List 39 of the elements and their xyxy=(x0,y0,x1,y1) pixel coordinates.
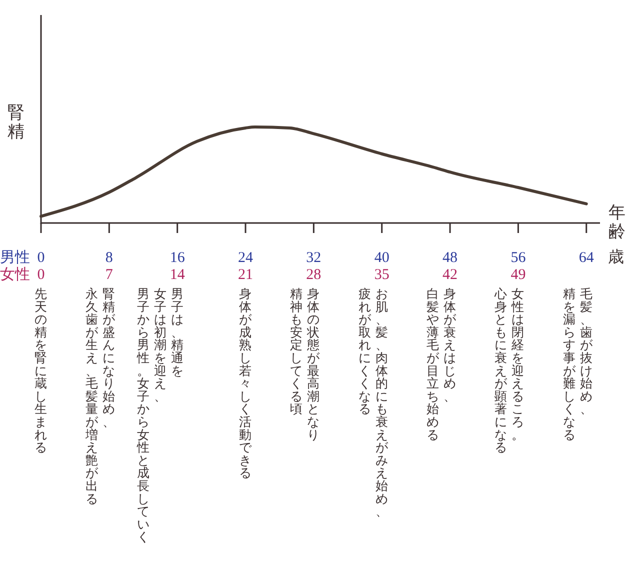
x2-tick-label: 28 xyxy=(306,267,322,283)
text: 男子から男性。女子から女性と成長していく xyxy=(136,287,150,544)
text: 先天の精を腎に蔵し生まれる xyxy=(34,287,48,455)
x2-tick-label: 0 xyxy=(37,267,45,283)
x-tick-label: 48 xyxy=(442,250,458,266)
text: 腎精が盛んになり始め、 xyxy=(102,287,116,429)
y-axis-title: 腎精 xyxy=(8,103,24,141)
text: 身体が衰えはじめ、 xyxy=(444,287,457,404)
x2-tick-label: 7 xyxy=(105,267,114,283)
x2-tick-label: 49 xyxy=(510,267,526,283)
text: 疲れが取れにくくなる xyxy=(358,287,372,416)
text: 女子は初潮を迎え、 xyxy=(154,287,167,404)
x-tick-label: 8 xyxy=(105,250,113,266)
text: 精神も安定してくる頃 xyxy=(290,287,304,416)
text: 女性は閉経を迎えるころ。 xyxy=(512,287,525,442)
text: 心身ともに衰えが顕著になる xyxy=(494,287,508,455)
text: 歳 xyxy=(608,248,624,266)
text: 精を漏らす事が難しくなる xyxy=(562,287,576,442)
x2-tick-label: 14 xyxy=(170,267,186,283)
x-tick-label: 0 xyxy=(37,250,45,266)
text: 毛髪、歯が抜け始め、 xyxy=(580,287,593,416)
text: お肌、髪、肉体的にも衰えがみえ始め、 xyxy=(375,287,388,519)
text: 男子は、精通を xyxy=(170,287,184,378)
text: 身体の状態が最高潮となり xyxy=(307,287,320,442)
x-tick-label: 16 xyxy=(170,250,186,266)
x-tick-label: 64 xyxy=(578,250,594,266)
text: 永久歯が生え、毛髪量が増え艶が出る xyxy=(86,287,99,506)
x2-tick-label: 21 xyxy=(238,267,254,283)
text: 身体が成熟し若々しく活動できる xyxy=(239,287,252,480)
x2-tick-label: 35 xyxy=(374,267,390,283)
x-tick-label: 56 xyxy=(510,250,526,266)
x-tick-label: 24 xyxy=(238,250,254,266)
text: 年齢 xyxy=(608,203,626,241)
x-tick-label: 32 xyxy=(306,250,322,266)
text: 白髪や薄毛が目立ち始める xyxy=(426,287,440,442)
x-tick-label: 40 xyxy=(374,250,390,266)
x-axis-title: 男性 xyxy=(0,249,30,266)
x2-tick-label: 42 xyxy=(442,267,458,283)
x2-axis-title: 女性 xyxy=(0,266,30,283)
